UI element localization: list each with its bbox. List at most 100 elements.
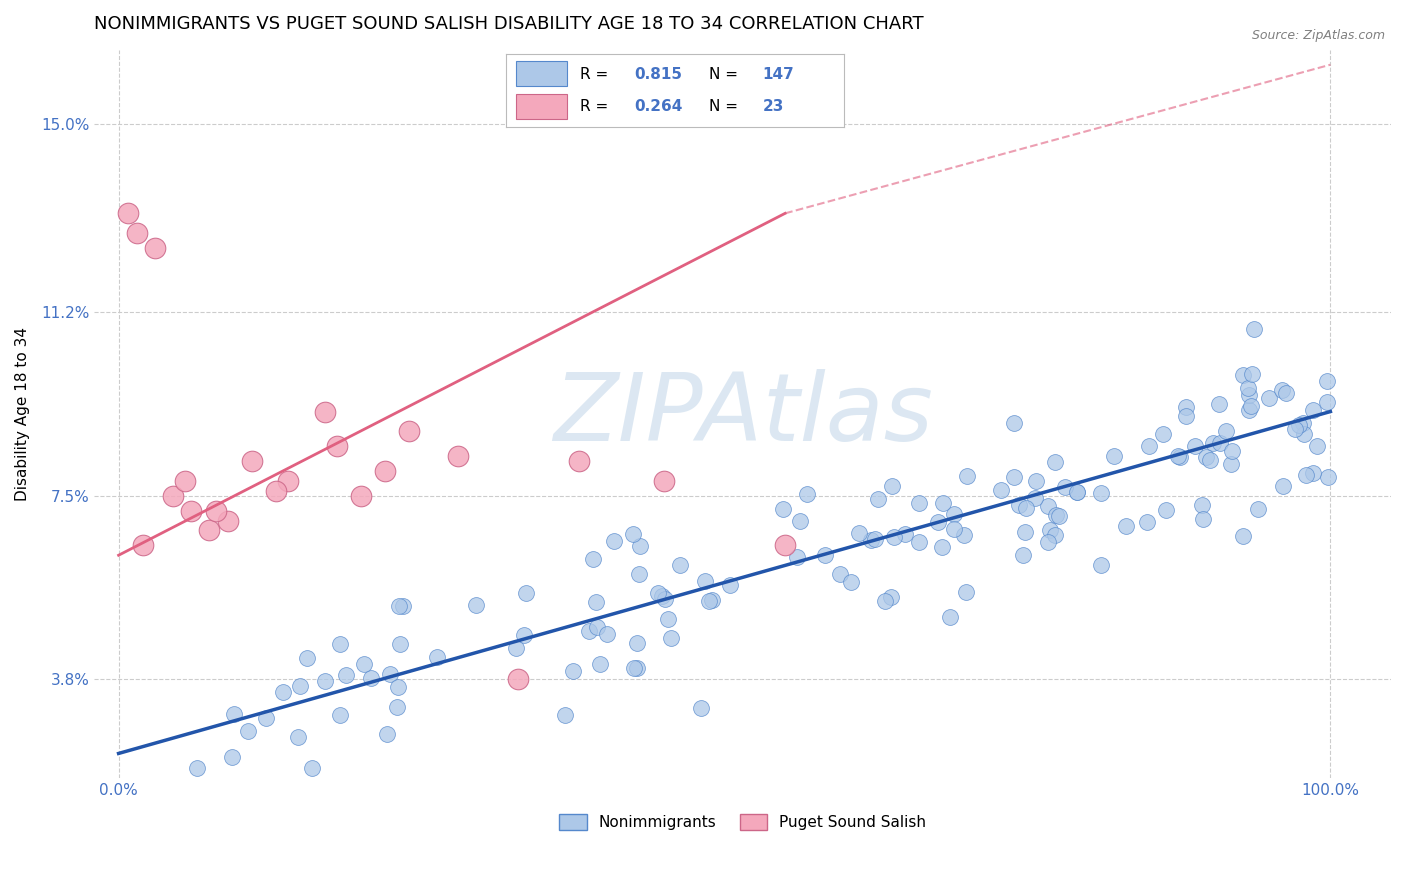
- Point: [162, 489, 184, 503]
- Text: R =: R =: [581, 99, 613, 114]
- Point: [1014, 524, 1036, 539]
- Point: [1175, 400, 1198, 414]
- Point: [236, 723, 259, 738]
- Point: [1136, 516, 1159, 530]
- Point: [700, 592, 723, 607]
- Point: [204, 503, 226, 517]
- Point: [659, 631, 682, 645]
- Point: [1237, 381, 1260, 395]
- Point: [880, 591, 903, 605]
- Point: [425, 649, 447, 664]
- Point: [588, 657, 610, 671]
- Point: [562, 665, 585, 679]
- Text: N =: N =: [709, 99, 742, 114]
- Point: [942, 507, 965, 521]
- Point: [1220, 444, 1243, 458]
- Point: [1115, 519, 1137, 533]
- Point: [814, 548, 837, 562]
- Point: [1137, 439, 1160, 453]
- Point: [350, 489, 373, 503]
- Point: [652, 474, 675, 488]
- Point: [1002, 417, 1025, 431]
- Point: [314, 404, 336, 418]
- Point: [651, 589, 673, 603]
- Point: [1047, 509, 1070, 524]
- Point: [908, 535, 931, 549]
- Point: [329, 708, 352, 723]
- Point: [1232, 368, 1254, 382]
- Point: [174, 474, 197, 488]
- Point: [839, 575, 862, 590]
- FancyBboxPatch shape: [516, 61, 567, 87]
- Point: [866, 491, 889, 506]
- Point: [314, 673, 336, 688]
- Point: [859, 533, 882, 548]
- Point: [391, 599, 413, 613]
- Point: [125, 226, 148, 240]
- Point: [697, 593, 720, 607]
- Point: [621, 526, 644, 541]
- Point: [288, 679, 311, 693]
- Point: [627, 566, 650, 581]
- Point: [1292, 427, 1315, 442]
- Point: [1284, 422, 1306, 436]
- Point: [1302, 403, 1324, 417]
- Point: [927, 515, 949, 529]
- Point: [1295, 467, 1317, 482]
- Text: 147: 147: [762, 67, 794, 81]
- Point: [505, 640, 527, 655]
- Point: [942, 523, 965, 537]
- Text: NONIMMIGRANTS VS PUGET SOUND SALISH DISABILITY AGE 18 TO 34 CORRELATION CHART: NONIMMIGRANTS VS PUGET SOUND SALISH DISA…: [94, 15, 924, 33]
- Point: [374, 464, 396, 478]
- Point: [690, 700, 713, 714]
- Point: [1195, 450, 1218, 464]
- Point: [568, 454, 591, 468]
- Point: [264, 483, 287, 498]
- Point: [1045, 455, 1067, 469]
- Point: [1270, 383, 1292, 397]
- Point: [880, 479, 903, 493]
- Point: [465, 598, 488, 612]
- Point: [335, 668, 357, 682]
- Point: [1008, 498, 1031, 512]
- Point: [224, 706, 246, 721]
- Point: [773, 538, 796, 552]
- Point: [1232, 529, 1254, 543]
- Point: [1202, 435, 1225, 450]
- Point: [789, 515, 811, 529]
- Point: [602, 534, 624, 549]
- Point: [1039, 523, 1062, 537]
- Point: [1090, 558, 1112, 572]
- Point: [1209, 435, 1232, 450]
- Text: Source: ZipAtlas.com: Source: ZipAtlas.com: [1251, 29, 1385, 43]
- Point: [325, 439, 347, 453]
- Point: [1045, 508, 1067, 522]
- Point: [952, 528, 974, 542]
- Point: [1045, 527, 1067, 541]
- Point: [180, 503, 202, 517]
- Point: [198, 524, 221, 538]
- Point: [1208, 397, 1230, 411]
- Point: [893, 527, 915, 541]
- Point: [1219, 458, 1241, 472]
- Point: [875, 593, 897, 607]
- Text: 0.815: 0.815: [634, 67, 682, 81]
- Point: [1291, 416, 1313, 430]
- Point: [585, 595, 607, 609]
- Point: [990, 483, 1012, 497]
- Point: [1167, 449, 1189, 463]
- Point: [1272, 479, 1295, 493]
- Point: [513, 628, 536, 642]
- Point: [1241, 368, 1264, 382]
- Legend: Nonimmigrants, Puget Sound Salish: Nonimmigrants, Puget Sound Salish: [553, 808, 932, 836]
- Point: [1154, 503, 1177, 517]
- Point: [388, 599, 411, 613]
- Point: [329, 637, 352, 651]
- Point: [907, 496, 929, 510]
- Point: [1237, 388, 1260, 402]
- Point: [360, 671, 382, 685]
- Point: [1274, 386, 1296, 401]
- Point: [254, 711, 277, 725]
- Point: [1243, 321, 1265, 335]
- Point: [647, 585, 669, 599]
